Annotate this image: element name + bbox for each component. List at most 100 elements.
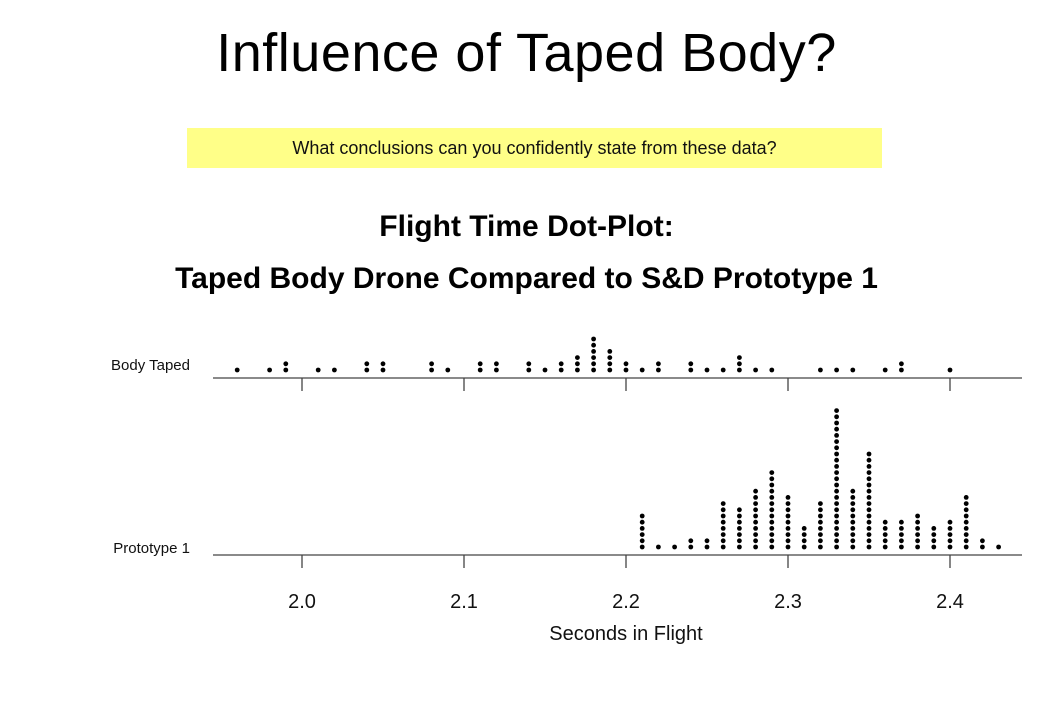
- data-dot: [591, 349, 596, 354]
- data-dot: [494, 361, 499, 367]
- data-dot: [866, 470, 872, 475]
- data-dot: [769, 367, 775, 373]
- data-dot: [834, 513, 839, 519]
- data-dot: [866, 538, 872, 544]
- data-dot: [947, 538, 953, 544]
- data-dot: [720, 513, 726, 519]
- data-dot: [834, 488, 839, 494]
- data-dot: [785, 495, 791, 500]
- data-dot: [980, 544, 985, 550]
- data-dot: [737, 507, 742, 513]
- data-dot: [737, 532, 742, 537]
- data-dot: [834, 482, 839, 488]
- data-dot: [332, 367, 337, 373]
- data-dot: [899, 361, 904, 367]
- data-dot: [688, 367, 694, 373]
- data-dot: [785, 538, 791, 544]
- data-dot: [639, 513, 645, 519]
- data-dot: [283, 361, 289, 367]
- data-dot: [899, 532, 904, 537]
- data-dot: [947, 532, 953, 537]
- data-dot: [963, 513, 969, 519]
- data-dot: [591, 355, 596, 360]
- data-dot: [850, 526, 856, 531]
- data-dot: [720, 532, 726, 537]
- data-dot: [639, 519, 645, 525]
- data-dot: [818, 526, 823, 531]
- data-dot: [931, 538, 937, 544]
- data-dot: [931, 532, 937, 537]
- data-dot: [607, 349, 613, 354]
- data-dot: [866, 544, 872, 550]
- data-dot: [834, 433, 839, 438]
- data-dot: [364, 361, 370, 367]
- data-dot: [850, 488, 856, 494]
- data-dot: [753, 532, 758, 537]
- data-dot: [931, 544, 937, 550]
- data-dot: [591, 342, 596, 348]
- slide-title: Influence of Taped Body?: [216, 23, 837, 83]
- data-dot: [947, 367, 953, 373]
- data-dot: [996, 544, 1001, 550]
- data-dot: [850, 519, 856, 525]
- data-dot: [963, 538, 969, 544]
- data-dot: [866, 532, 872, 537]
- data-dot: [558, 367, 564, 373]
- data-dot: [834, 495, 839, 500]
- data-dot: [834, 367, 839, 373]
- data-dot: [866, 476, 872, 482]
- data-dot: [866, 451, 872, 457]
- data-dot: [882, 538, 888, 544]
- data-dot: [915, 544, 920, 550]
- data-dot: [494, 367, 499, 373]
- data-dot: [834, 426, 839, 432]
- data-dot: [656, 361, 661, 367]
- data-dot: [818, 507, 823, 513]
- data-dot: [688, 544, 694, 550]
- data-dot: [639, 544, 645, 550]
- data-dot: [785, 526, 791, 531]
- data-dot: [818, 513, 823, 519]
- data-dot: [785, 501, 791, 506]
- data-dot: [899, 519, 904, 525]
- data-dot: [688, 538, 694, 544]
- data-dot: [882, 532, 888, 537]
- data-dot: [834, 507, 839, 513]
- data-dot: [753, 519, 758, 525]
- data-dot: [639, 367, 645, 373]
- data-dot: [850, 513, 856, 519]
- data-dot: [834, 439, 839, 444]
- data-dot: [931, 526, 937, 531]
- data-dot: [801, 538, 807, 544]
- data-dot: [737, 355, 742, 360]
- data-dot: [623, 367, 629, 373]
- data-dot: [769, 532, 775, 537]
- data-dot: [866, 513, 872, 519]
- data-dot: [769, 538, 775, 544]
- data-dot: [720, 544, 726, 550]
- data-dot: [963, 526, 969, 531]
- data-dot: [769, 526, 775, 531]
- prompt-text: What conclusions can you confidently sta…: [292, 137, 777, 158]
- data-dot: [234, 367, 240, 373]
- data-dot: [801, 544, 807, 550]
- data-dot: [834, 457, 839, 463]
- data-dot: [656, 367, 661, 373]
- data-dot: [445, 367, 451, 373]
- data-dot: [753, 501, 758, 506]
- data-dot: [834, 470, 839, 475]
- data-dot: [834, 532, 839, 537]
- data-dot: [477, 367, 483, 373]
- data-dot: [915, 538, 920, 544]
- data-dot: [720, 526, 726, 531]
- data-dot: [704, 538, 710, 544]
- data-dot: [834, 451, 839, 457]
- data-dot: [720, 519, 726, 525]
- data-dot: [818, 519, 823, 525]
- data-dot: [720, 507, 726, 513]
- data-dot: [753, 488, 758, 494]
- data-dot: [769, 470, 775, 475]
- data-dot: [785, 507, 791, 513]
- data-dot: [818, 367, 823, 373]
- data-dot: [283, 367, 289, 373]
